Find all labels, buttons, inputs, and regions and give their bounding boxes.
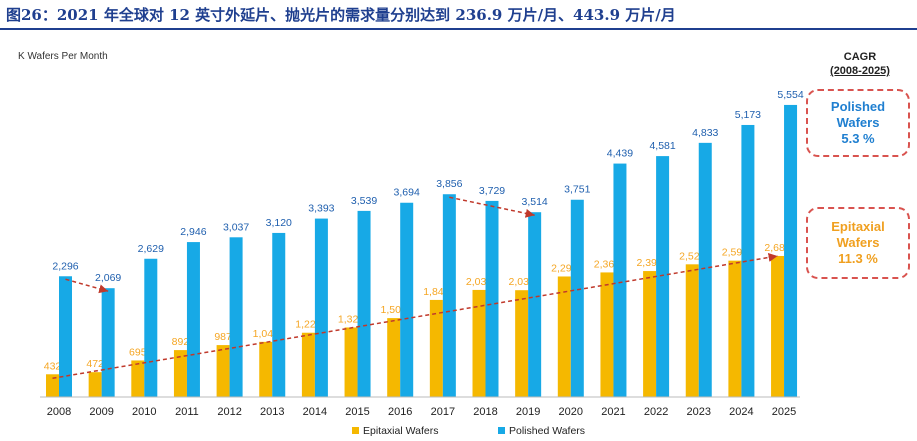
x-tick-2013: 2013 [260, 406, 284, 418]
x-tick-2019: 2019 [516, 406, 540, 418]
polished-bar-2020 [570, 199, 584, 397]
x-tick-2025: 2025 [772, 406, 796, 418]
polished-bar-2014 [314, 218, 328, 397]
polished-label-2024: 5,173 [735, 109, 761, 121]
polished-bar-2022 [656, 156, 670, 397]
epitaxial-cagr-name-1: Epitaxial [831, 219, 885, 234]
polished-bar-2024 [741, 124, 755, 397]
polished-bar-2019 [528, 212, 542, 397]
epitaxial-bar-2025 [771, 255, 785, 397]
epitaxial-bar-2020 [557, 276, 571, 397]
polished-cagr-value: 5.3 % [841, 131, 875, 146]
legend-swatch-polished [498, 427, 505, 434]
epitaxial-cagr-box: Epitaxial Wafers 11.3 % [806, 207, 910, 279]
epitaxial-bar-2021 [600, 272, 614, 397]
x-tick-2016: 2016 [388, 406, 412, 418]
polished-label-2008: 2,296 [52, 260, 78, 272]
polished-label-2015: 3,539 [351, 195, 377, 207]
polished-bar-2021 [613, 163, 627, 397]
polished-label-2018: 3,729 [479, 185, 505, 197]
polished-bar-2016 [400, 202, 414, 397]
x-tick-2009: 2009 [89, 406, 113, 418]
polished-bar-2023 [698, 142, 712, 397]
figure-title: 图26：2021 年全球对 12 英寸外延片、抛光片的需求量分别达到 236.9… [6, 6, 676, 24]
epitaxial-cagr-name-2: Wafers [836, 235, 880, 250]
epitaxial-bar-2013 [259, 341, 273, 397]
x-tick-2008: 2008 [47, 406, 71, 418]
x-tick-2014: 2014 [303, 406, 327, 418]
polished-label-2023: 4,833 [692, 127, 718, 139]
polished-cagr-name-2: Wafers [836, 115, 880, 130]
polished-bar-2013 [272, 232, 286, 397]
epitaxial-bar-2011 [173, 350, 187, 397]
trend-line-2 [449, 196, 535, 218]
polished-label-2021: 4,439 [607, 148, 633, 160]
polished-cagr-name-1: Polished [830, 99, 886, 114]
epitaxial-label-2008: 432 [44, 360, 62, 372]
x-tick-2012: 2012 [217, 406, 241, 418]
polished-label-2009: 2,069 [95, 272, 121, 284]
x-tick-2022: 2022 [644, 406, 668, 418]
polished-label-2012: 3,037 [223, 221, 249, 233]
polished-label-2013: 3,120 [266, 217, 292, 229]
polished-bar-2008 [59, 276, 72, 397]
bar-chart: K Wafers Per Month 432 2,296 2008 472 2,069 2… [18, 51, 804, 437]
epitaxial-bar-2012 [216, 345, 230, 397]
epitaxial-bar-2016 [387, 318, 401, 397]
x-tick-2015: 2015 [345, 406, 369, 418]
polished-bar-2011 [186, 242, 200, 397]
polished-label-2020: 3,751 [564, 184, 590, 196]
polished-label-2017: 3,856 [436, 178, 462, 190]
x-tick-2010: 2010 [132, 406, 156, 418]
polished-bar-2025 [784, 104, 798, 397]
y-axis-label: K Wafers Per Month [18, 51, 108, 62]
x-tick-2011: 2011 [175, 406, 199, 418]
epitaxial-cagr-value: 11.3 % [838, 251, 878, 266]
polished-label-2022: 4,581 [649, 140, 675, 152]
epitaxial-bar-2008 [46, 374, 59, 397]
x-tick-2024: 2024 [729, 406, 753, 418]
polished-bar-2012 [229, 237, 243, 397]
x-tick-2020: 2020 [559, 406, 583, 418]
polished-bar-2018 [485, 200, 499, 397]
epitaxial-bar-2009 [88, 372, 102, 397]
polished-bar-2009 [101, 288, 115, 397]
x-tick-2023: 2023 [687, 406, 711, 418]
epitaxial-bar-2023 [685, 264, 699, 397]
cagr-title: CAGR [843, 51, 877, 63]
polished-label-2011: 2,946 [180, 226, 206, 238]
epitaxial-bar-2014 [301, 332, 315, 397]
x-tick-2021: 2021 [601, 406, 625, 418]
trend-line-1 [65, 278, 109, 294]
epitaxial-label-2012: 987 [214, 331, 232, 343]
epitaxial-bar-2019 [515, 290, 529, 397]
polished-cagr-box: Polished Wafers 5.3 % [806, 89, 910, 157]
polished-label-2019: 3,514 [522, 196, 548, 208]
polished-label-2016: 3,694 [394, 187, 420, 199]
polished-label-2014: 3,393 [308, 203, 334, 215]
epitaxial-bar-2015 [344, 327, 358, 397]
legend-label-epitaxial: Epitaxial Wafers [363, 425, 438, 437]
x-tick-2017: 2017 [431, 406, 455, 418]
polished-label-2025: 5,554 [777, 89, 803, 101]
cagr-period: (2008-2025) [830, 65, 890, 77]
epitaxial-bar-2022 [643, 271, 657, 397]
epitaxial-label-2010: 695 [129, 346, 147, 358]
legend-swatch-epitaxial [352, 427, 359, 434]
epitaxial-label-2009: 472 [86, 358, 104, 370]
epitaxial-bar-2017 [429, 299, 443, 397]
legend-label-polished: Polished Wafers [509, 425, 585, 437]
title-rule [0, 28, 917, 30]
cagr-heading: CAGR (2008-2025) [810, 50, 910, 78]
polished-bar-2010 [144, 258, 158, 397]
epitaxial-label-2011: 892 [172, 336, 190, 348]
trend-line-3 [52, 253, 778, 380]
polished-label-2010: 2,629 [138, 243, 164, 255]
x-tick-2018: 2018 [473, 406, 497, 418]
epitaxial-bar-2018 [472, 289, 486, 397]
epitaxial-bar-2024 [728, 260, 742, 397]
epitaxial-bar-2010 [131, 360, 145, 397]
polished-bar-2015 [357, 210, 371, 397]
polished-bar-2017 [442, 194, 456, 397]
